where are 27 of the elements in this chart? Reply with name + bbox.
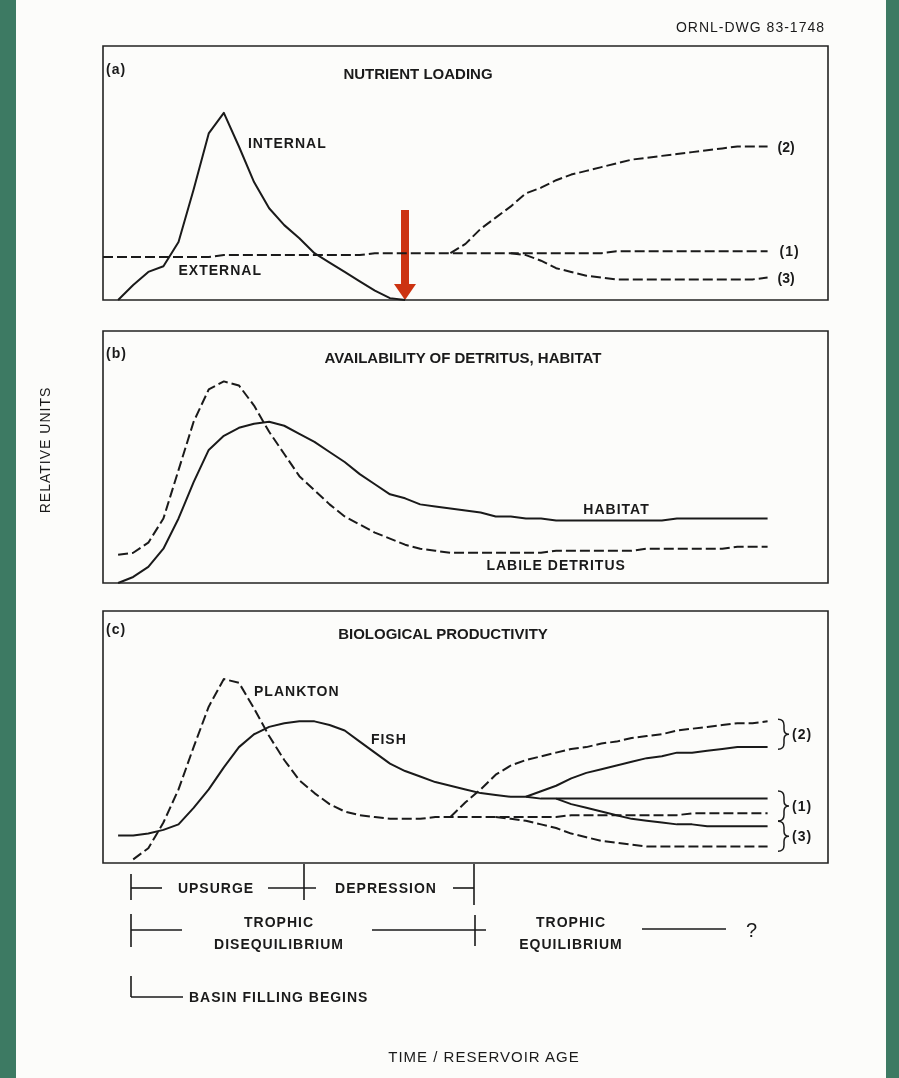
chart-title: AVAILABILITY OF DETRITUS, HABITAT xyxy=(324,349,602,366)
series-label: INTERNAL xyxy=(247,134,327,151)
annotation: (3) xyxy=(792,828,813,845)
series-label: EXTERNAL xyxy=(178,261,262,278)
text: UPSURGE xyxy=(177,880,255,896)
text: TROPHIC EQUILIBRIUM xyxy=(519,914,623,952)
chart-title: NUTRIENT LOADING xyxy=(343,65,493,82)
text: (b) xyxy=(106,345,127,361)
chart-title: BIOLOGICAL PRODUCTIVITY xyxy=(338,625,548,642)
text: DEPRESSION xyxy=(335,880,437,896)
y-axis-title: RELATIVE UNITS xyxy=(37,386,53,514)
series-label: FISH xyxy=(370,730,407,747)
text: ORNL-DWG 83-1748 xyxy=(675,19,825,35)
text: (a) xyxy=(106,61,127,77)
series-label: PLANKTON xyxy=(254,683,340,700)
annotation: (2) xyxy=(792,726,813,743)
series-label: LABILE DETRITUS xyxy=(486,556,626,573)
text: ? xyxy=(745,919,759,941)
series-label: HABITAT xyxy=(583,500,650,517)
annotation: (1) xyxy=(792,797,813,814)
x-axis-title: TIME / RESERVOIR AGE xyxy=(388,1047,580,1065)
series-label: (2) xyxy=(777,138,795,155)
text: BASIN FILLING BEGINS xyxy=(189,989,369,1005)
text: (c) xyxy=(106,621,127,637)
annotation: (1) xyxy=(779,243,800,260)
series-label: (3) xyxy=(777,269,795,286)
text: TROPHIC DISEQUILIBRIUM xyxy=(214,914,344,952)
